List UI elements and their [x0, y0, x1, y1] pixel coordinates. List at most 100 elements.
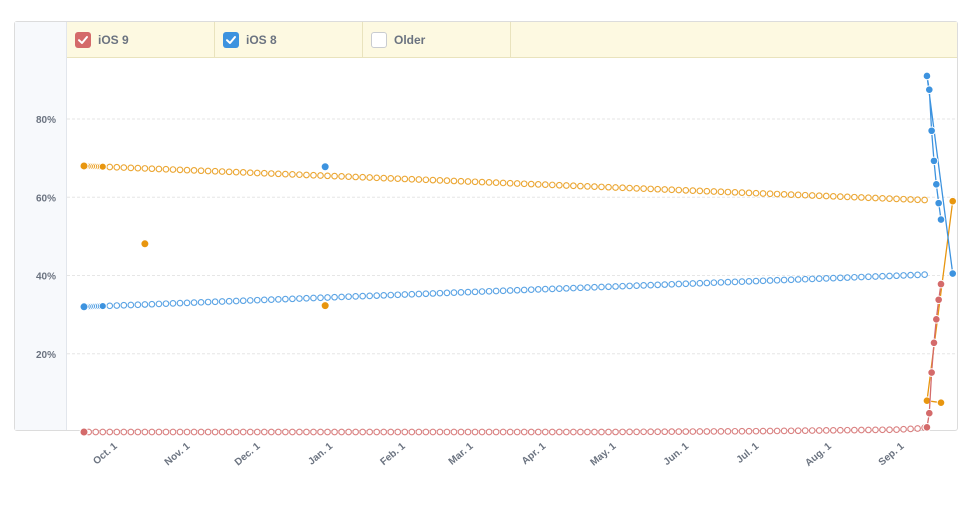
data-point	[605, 428, 612, 436]
x-tick-label: Sep. 1	[877, 441, 907, 469]
checkbox-icon[interactable]	[75, 31, 91, 48]
data-point	[134, 301, 142, 309]
data-point	[773, 427, 781, 435]
data-point	[633, 282, 640, 289]
data-point	[127, 428, 135, 436]
legend-item-older[interactable]: Older	[363, 22, 511, 57]
data-point	[717, 428, 725, 435]
x-tick-label: May. 1	[588, 441, 618, 469]
data-point	[619, 282, 626, 290]
data-point	[927, 126, 936, 136]
data-point	[836, 274, 844, 282]
data-point	[485, 428, 493, 436]
data-point	[324, 172, 331, 180]
data-point	[345, 428, 352, 436]
data-point	[843, 426, 851, 434]
x-tick-label: Dec. 1	[233, 441, 263, 469]
data-point	[113, 428, 121, 436]
data-point	[724, 427, 732, 435]
data-point	[815, 192, 823, 200]
data-point	[598, 183, 605, 191]
data-point	[225, 168, 233, 176]
data-point	[555, 428, 563, 436]
data-point	[886, 195, 893, 202]
data-point	[359, 428, 366, 436]
data-point	[696, 187, 704, 195]
data-point	[296, 171, 303, 179]
data-point	[633, 184, 640, 192]
data-point	[879, 194, 886, 202]
data-point	[176, 428, 184, 436]
data-point	[141, 301, 149, 308]
data-point	[654, 185, 662, 193]
data-point	[886, 426, 893, 434]
data-point	[155, 165, 163, 173]
data-point	[626, 282, 633, 290]
data-point	[865, 273, 872, 281]
data-point	[141, 428, 149, 436]
data-point	[422, 290, 430, 298]
data-point	[745, 277, 753, 285]
data-point	[801, 427, 809, 434]
data-point	[289, 171, 296, 178]
data-point	[563, 284, 570, 292]
data-point	[267, 428, 275, 436]
data-point	[120, 301, 128, 309]
legend-item-ios8[interactable]: iOS 8	[215, 22, 363, 57]
data-point	[380, 428, 388, 436]
data-point	[893, 195, 900, 203]
data-point	[759, 427, 767, 435]
data-point	[829, 274, 837, 282]
data-point	[541, 285, 549, 293]
data-point	[253, 169, 261, 177]
y-tick-label: 40%	[36, 272, 56, 283]
data-point	[927, 368, 936, 377]
data-point	[331, 172, 338, 180]
data-point	[296, 295, 303, 302]
data-point	[239, 297, 247, 305]
data-point	[780, 190, 788, 198]
checkbox-icon[interactable]	[371, 31, 387, 48]
data-point	[183, 428, 191, 436]
data-point	[373, 174, 381, 182]
data-point	[563, 428, 570, 436]
data-point	[745, 427, 753, 435]
data-point	[922, 423, 932, 432]
data-point	[141, 165, 149, 172]
data-point	[605, 183, 612, 191]
data-point	[948, 269, 958, 278]
data-point	[766, 427, 774, 435]
data-point	[612, 184, 619, 191]
data-point	[331, 293, 338, 301]
data-point	[731, 188, 739, 196]
data-point	[534, 286, 542, 293]
data-point	[851, 193, 858, 201]
data-point	[843, 193, 851, 201]
data-point	[155, 428, 163, 436]
data-point	[773, 190, 781, 198]
checkbox-icon[interactable]	[223, 31, 239, 48]
data-point	[197, 167, 205, 175]
data-point	[148, 300, 156, 308]
data-point	[260, 428, 268, 436]
data-point	[408, 175, 416, 183]
data-point	[492, 287, 500, 295]
data-point	[591, 428, 598, 436]
data-point	[865, 194, 872, 202]
highlighted-point	[79, 427, 89, 437]
data-point	[380, 291, 388, 299]
data-point	[282, 170, 289, 178]
data-point	[169, 166, 177, 173]
data-point	[921, 196, 928, 204]
data-point	[471, 288, 479, 296]
data-point	[457, 289, 465, 296]
data-point	[310, 171, 317, 179]
data-point	[310, 294, 317, 302]
data-point	[794, 276, 802, 283]
data-point	[359, 173, 366, 181]
legend-item-ios9[interactable]: iOS 9	[67, 22, 215, 57]
data-point	[162, 428, 170, 436]
data-point	[267, 296, 275, 303]
data-point	[373, 428, 381, 436]
data-point	[176, 166, 184, 174]
